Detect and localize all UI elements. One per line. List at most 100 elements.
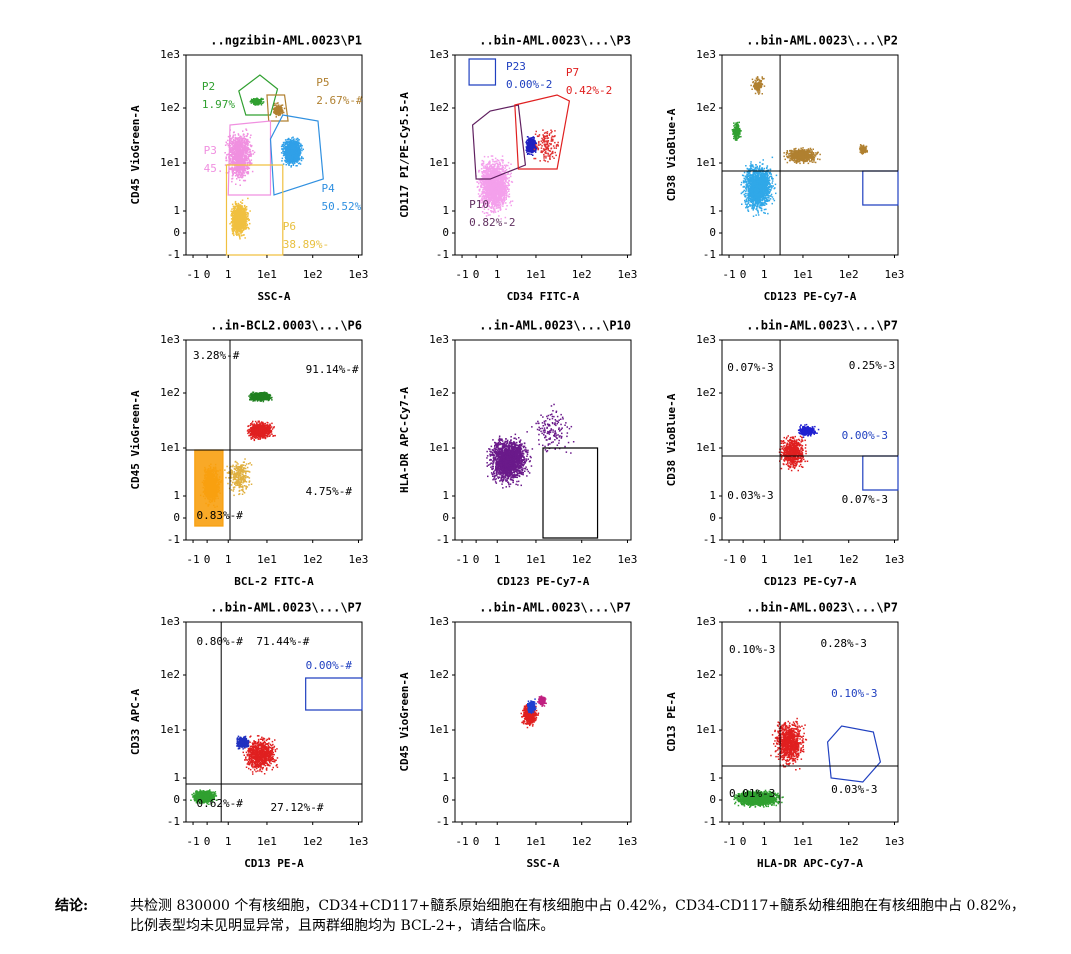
event-dot: [233, 210, 236, 212]
event-dot: [245, 218, 248, 220]
event-dot: [234, 151, 236, 153]
event-dot: [489, 161, 491, 163]
event-dot: [280, 152, 283, 154]
event-dot: [236, 138, 238, 140]
event-dot: [250, 134, 252, 136]
event-dot: [244, 146, 246, 149]
event-dot: [234, 143, 237, 145]
event-dot: [506, 205, 508, 207]
event-dot: [242, 234, 244, 236]
event-dot: [504, 167, 506, 169]
event-dot: [281, 157, 284, 160]
event-dot: [240, 141, 243, 143]
event-dot: [237, 171, 239, 173]
event-dot: [285, 142, 287, 145]
event-dot: [500, 196, 502, 198]
event-dot: [241, 146, 244, 148]
event-dot: [236, 147, 239, 149]
event-dot: [234, 153, 237, 156]
event-dot: [245, 206, 248, 208]
event-dot: [236, 213, 239, 216]
event-dot: [243, 165, 245, 168]
event-dot: [240, 233, 242, 235]
event-dot: [242, 213, 244, 215]
event-dot: [497, 168, 500, 170]
event-dot: [244, 138, 246, 141]
event-dot: [497, 204, 500, 207]
event-dot: [507, 164, 509, 167]
event-dot: [236, 231, 239, 234]
event-dot: [231, 227, 233, 230]
event-dot: [288, 156, 291, 159]
event-dot: [233, 139, 235, 142]
event-dot: [298, 154, 301, 156]
event-dot: [243, 154, 245, 157]
event-dot: [237, 146, 240, 148]
event-dot: [239, 165, 241, 168]
event-dot: [294, 140, 296, 143]
event-dot: [239, 144, 241, 146]
event-dot: [294, 159, 296, 162]
event-dot: [251, 100, 253, 103]
event-dot: [250, 155, 252, 157]
event-dot: [498, 199, 501, 201]
event-dot: [240, 167, 242, 169]
event-dot: [231, 177, 234, 180]
event-dot: [281, 148, 284, 150]
event-dot: [236, 226, 238, 228]
event-dot: [239, 163, 241, 165]
event-dot: [253, 103, 255, 105]
event-dot: [234, 214, 237, 217]
event-dot: [234, 156, 236, 159]
event-dot: [281, 107, 283, 109]
event-dot: [291, 141, 294, 144]
event-dot: [510, 180, 513, 183]
event-dot: [245, 145, 247, 148]
event-dot: [235, 183, 237, 185]
event-dot: [236, 159, 238, 162]
event-dot: [246, 147, 249, 149]
event-dot: [234, 150, 237, 152]
event-dot: [229, 145, 232, 147]
event-dot: [236, 153, 238, 155]
event-dot: [242, 179, 245, 182]
event-dot: [503, 164, 506, 167]
event-dot: [231, 170, 234, 172]
event-dot: [287, 141, 290, 143]
event-dot: [285, 157, 287, 159]
event-dot: [244, 154, 246, 156]
event-dot: [284, 139, 287, 141]
event-dot: [481, 172, 484, 174]
event-dot: [241, 160, 243, 162]
event-dot: [231, 221, 234, 223]
event-dot: [235, 141, 237, 144]
event-dot: [236, 167, 238, 169]
event-dot: [248, 151, 250, 154]
event-dot: [245, 129, 248, 131]
event-dot: [243, 144, 245, 147]
event-dot: [235, 233, 237, 235]
event-dot: [244, 152, 247, 154]
event-dot: [248, 167, 251, 170]
event-dot: [251, 162, 253, 165]
event-dot: [233, 153, 235, 155]
gate-label: 1.97%: [202, 98, 235, 111]
event-dot: [230, 147, 232, 150]
event-dot: [236, 230, 239, 232]
event-dot: [505, 196, 507, 199]
event-dot: [246, 218, 249, 221]
event-dot: [505, 165, 507, 168]
event-dot: [244, 174, 246, 177]
event-dot: [236, 148, 238, 150]
event-dot: [278, 104, 280, 106]
event-dot: [502, 169, 504, 171]
event-dot: [249, 163, 251, 165]
event-dot: [232, 170, 234, 173]
event-dot: [230, 151, 232, 153]
event-dot: [232, 159, 234, 161]
event-dot: [234, 145, 236, 147]
event-dot: [244, 210, 246, 212]
event-dot: [295, 165, 297, 167]
event-dot: [236, 161, 238, 164]
event-dot: [241, 174, 243, 176]
